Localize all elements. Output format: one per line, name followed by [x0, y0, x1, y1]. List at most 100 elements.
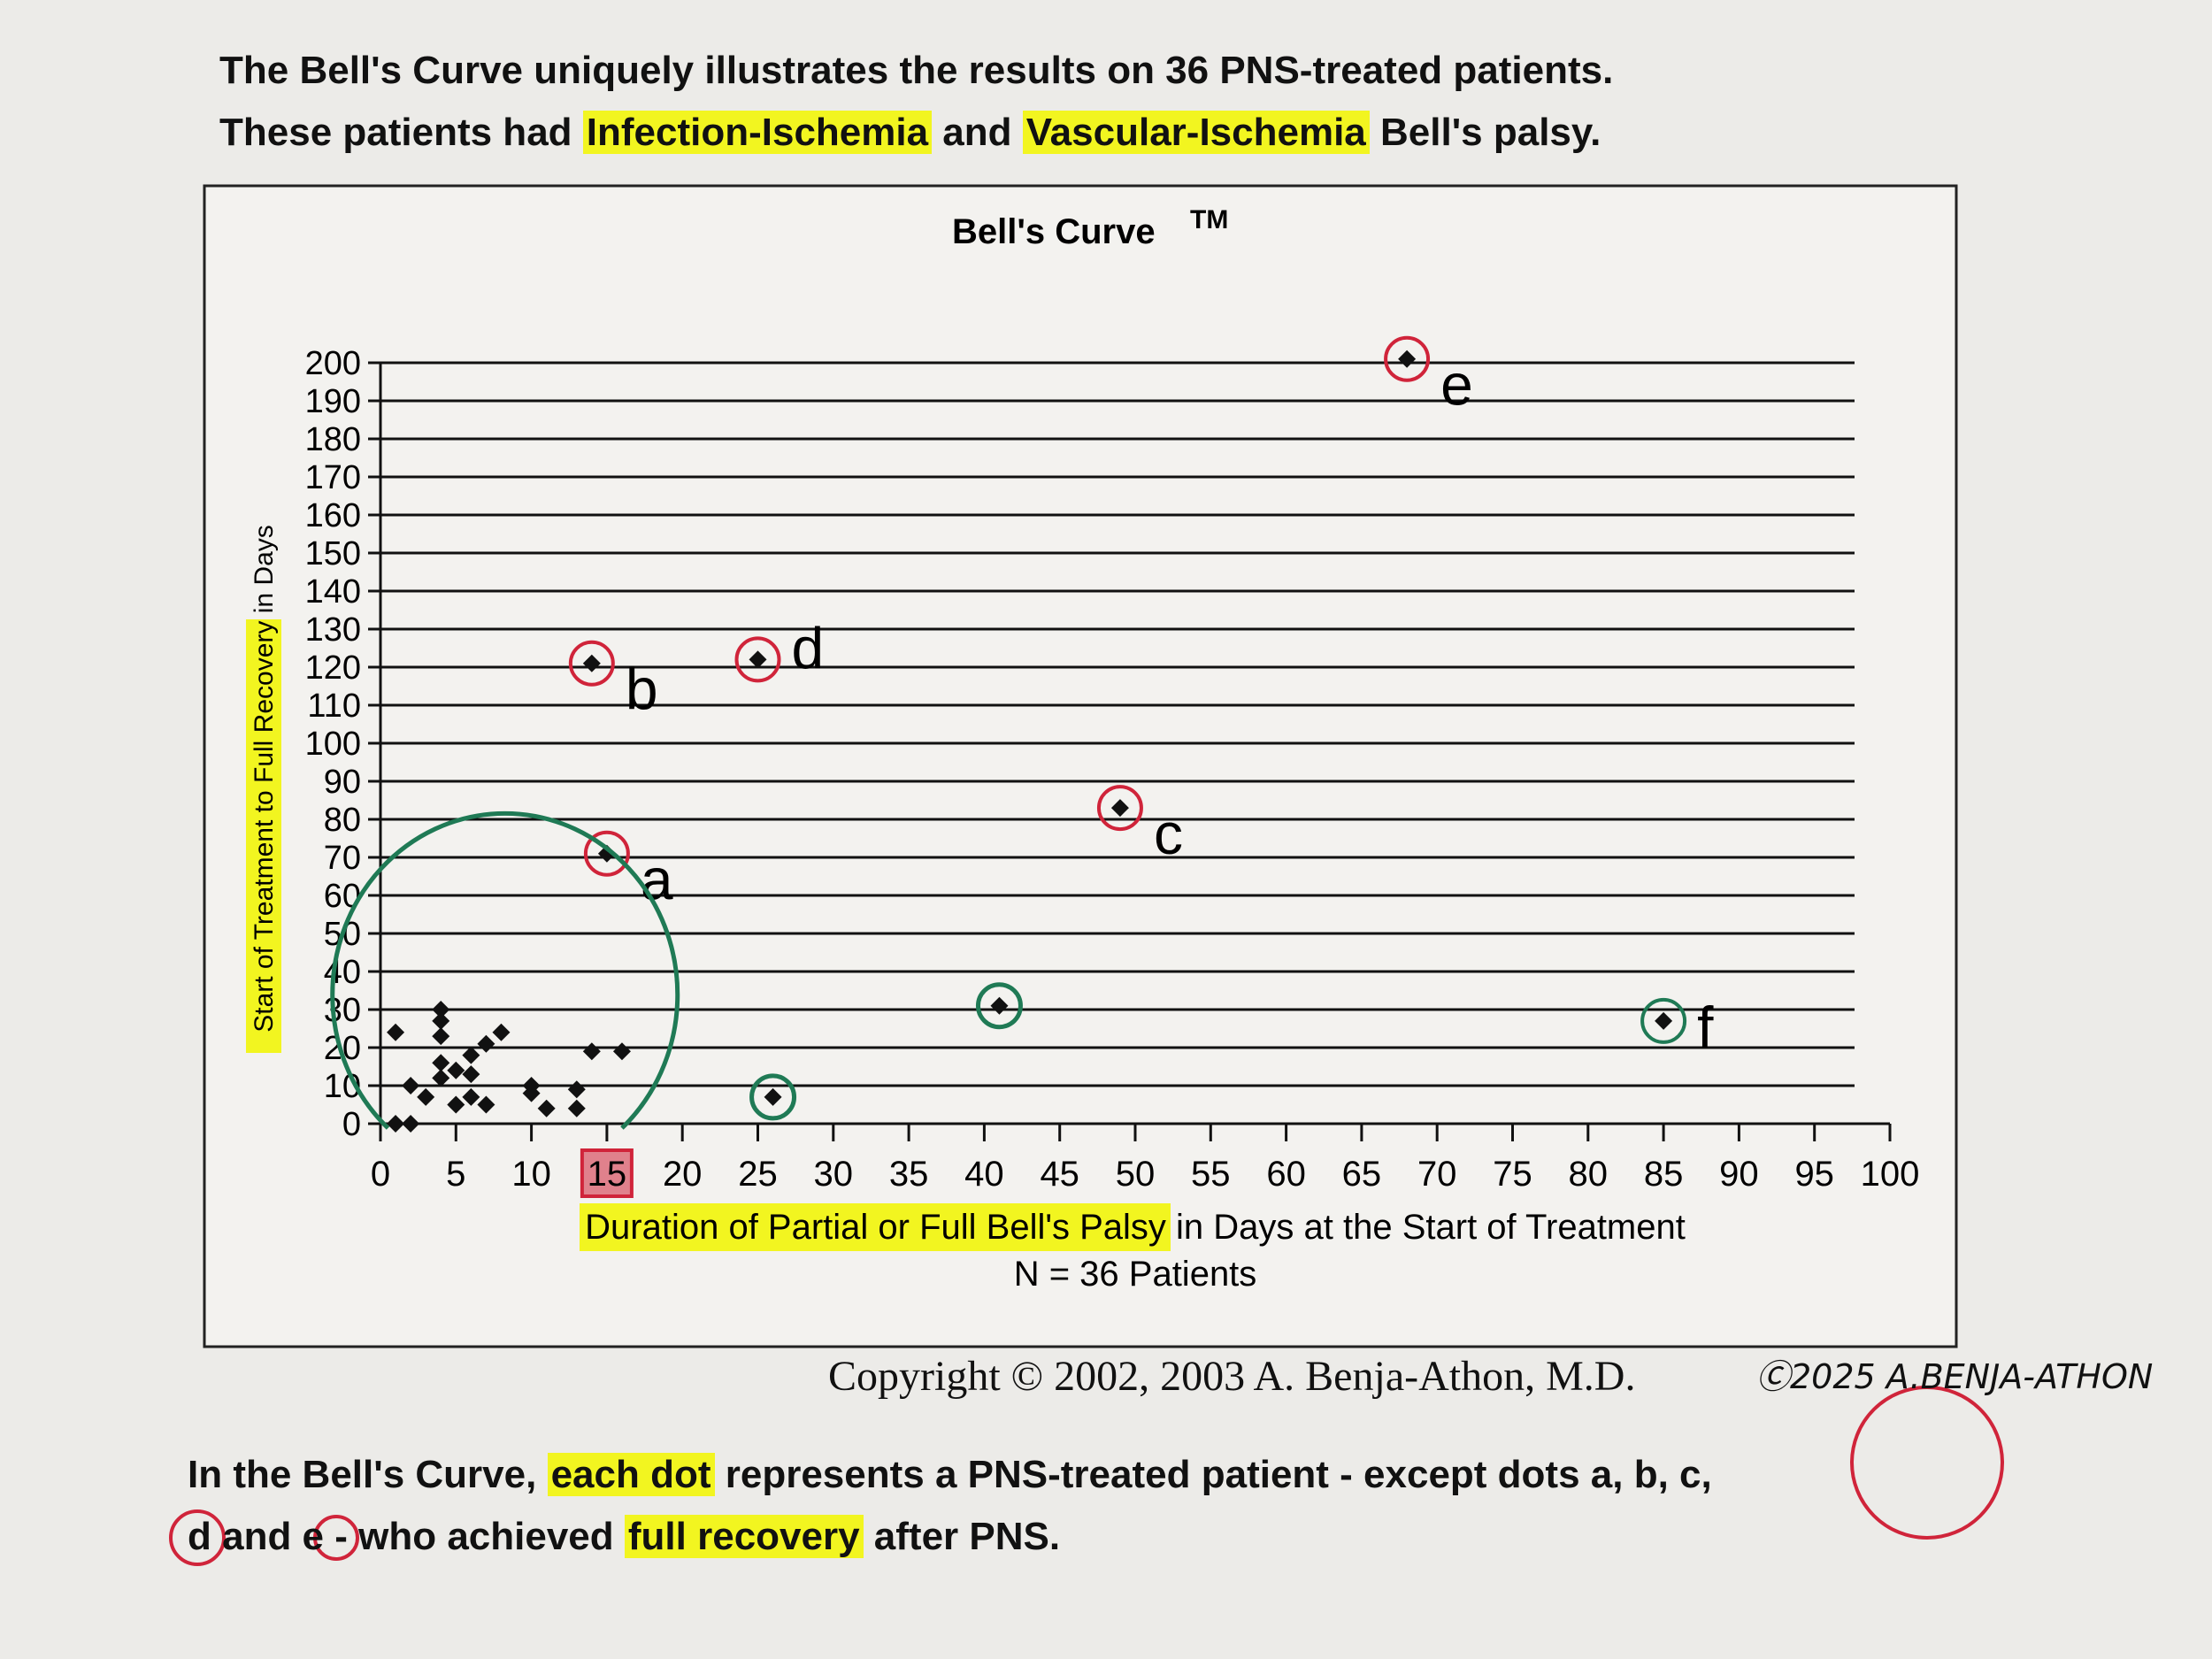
green-annotation-circle — [975, 982, 1023, 1030]
cluster-annotation-arc — [330, 810, 680, 1130]
handwritten-copyright: Ⓒ2025 A.BENJA-ATHON — [1756, 1357, 2154, 1396]
highlighted-tick-box — [580, 1148, 634, 1198]
y-tick-label: 0 — [342, 1106, 361, 1143]
x-tick-label: 75 — [1493, 1155, 1532, 1194]
footer-line-1: In the Bell's Curve, each dot represents… — [188, 1444, 1712, 1506]
x-tick-label: 45 — [1040, 1155, 1079, 1194]
green-annotation-circle — [1640, 997, 1687, 1044]
y-axis-label: Start of Treatment to Full Recovery in D… — [250, 525, 279, 1033]
data-point — [612, 1042, 631, 1061]
red-annotation-circle — [568, 640, 615, 687]
text-segment: The Bell's Curve uniquely illustrates th… — [219, 49, 1614, 92]
data-point — [462, 1065, 480, 1084]
x-label-highlight — [580, 1203, 1171, 1251]
y-tick-label: 60 — [324, 878, 361, 915]
labeled-data-point — [582, 654, 601, 672]
red-annotation-circle-abc — [1850, 1386, 2004, 1540]
y-tick-label: 110 — [307, 687, 361, 725]
y-tick-label: 100 — [305, 726, 361, 763]
x-tick-label: 85 — [1644, 1155, 1684, 1194]
labeled-data-point — [749, 650, 767, 669]
x-tick-label: 15 — [588, 1155, 627, 1194]
y-tick-label: 30 — [324, 992, 361, 1029]
data-point — [417, 1087, 435, 1106]
x-tick-label: 20 — [663, 1155, 703, 1194]
text-segment: These patients had — [219, 111, 583, 154]
y-tick-label: 90 — [324, 764, 361, 801]
labeled-data-point — [1110, 799, 1129, 818]
data-point — [447, 1095, 465, 1114]
data-point — [537, 1099, 556, 1118]
y-tick-label: 170 — [305, 459, 361, 496]
trademark-mark: TM — [1190, 205, 1228, 234]
copyright-text: Copyright © 2002, 2003 A. Benja-Athon, M… — [828, 1353, 1636, 1400]
point-label-c: c — [1154, 801, 1183, 866]
point-label-d: d — [792, 615, 825, 680]
x-tick-label: 40 — [964, 1155, 1004, 1194]
red-annotation-circle — [1384, 335, 1431, 382]
y-tick-label: 160 — [305, 497, 361, 534]
x-tick-label: 55 — [1191, 1155, 1231, 1194]
highlighted-phrase: Infection-Ischemia — [582, 111, 933, 154]
red-annotation-circle-e — [313, 1515, 359, 1561]
point-label-e: e — [1440, 352, 1473, 418]
red-annotation-circle — [734, 636, 781, 683]
highlighted-phrase: each dot — [547, 1453, 715, 1496]
data-point — [432, 1001, 450, 1018]
data-point — [990, 996, 1009, 1015]
data-point — [462, 1046, 480, 1064]
x-tick-label: 70 — [1417, 1155, 1457, 1194]
data-point — [402, 1115, 420, 1133]
green-annotation-circle — [749, 1073, 797, 1121]
x-tick-label: 60 — [1266, 1155, 1306, 1194]
y-tick-label: 150 — [305, 535, 361, 572]
highlighted-phrase: full recovery — [624, 1515, 864, 1558]
x-axis-label-highlighted: Duration of Partial or Full Bell's Palsy — [585, 1208, 1166, 1247]
header-text: The Bell's Curve uniquely illustrates th… — [219, 40, 1613, 164]
y-axis-label-highlighted: Start of Treatment to Full Recovery — [250, 621, 279, 1033]
footer-line-2: d and e - who achieved full recovery aft… — [188, 1506, 1712, 1568]
y-tick-label: 120 — [305, 649, 361, 687]
y-tick-label: 70 — [324, 840, 361, 877]
red-annotation-circle — [1096, 785, 1143, 832]
data-point — [432, 1011, 450, 1030]
data-point — [492, 1023, 511, 1041]
y-tick-label: 140 — [305, 573, 361, 611]
data-point — [387, 1023, 405, 1041]
data-point — [402, 1077, 420, 1094]
text-segment: after PNS. — [863, 1515, 1061, 1558]
data-point — [567, 1099, 586, 1118]
data-point — [432, 1069, 450, 1087]
text-segment: Bell's palsy. — [1369, 111, 1601, 154]
data-point — [477, 1095, 495, 1114]
data-point — [567, 1080, 586, 1099]
highlighted-phrase: Vascular-Ischemia — [1022, 111, 1370, 154]
chart-frame — [203, 184, 1958, 1348]
x-tick-label: 100 — [1861, 1155, 1920, 1194]
x-tick-label: 35 — [889, 1155, 929, 1194]
text-segment: In the Bell's Curve, — [188, 1453, 548, 1496]
point-label-b: b — [626, 657, 658, 722]
x-tick-label: 10 — [511, 1155, 551, 1194]
data-point — [522, 1084, 541, 1102]
header-line-2: These patients had Infection-Ischemia an… — [219, 102, 1613, 164]
text-segment: represents a PNS-treated patient - excep… — [714, 1453, 1712, 1496]
x-tick-label: 25 — [738, 1155, 778, 1194]
y-label-highlight — [246, 619, 281, 1053]
y-tick-label: 80 — [324, 802, 361, 839]
y-tick-label: 180 — [305, 421, 361, 458]
x-tick-label: 90 — [1719, 1155, 1759, 1194]
y-tick-label: 130 — [305, 611, 361, 649]
y-tick-label: 190 — [305, 383, 361, 420]
data-point — [764, 1087, 782, 1106]
x-tick-label: 80 — [1569, 1155, 1609, 1194]
red-annotation-circle-d — [169, 1509, 226, 1566]
footer-text: In the Bell's Curve, each dot represents… — [188, 1444, 1712, 1568]
point-label-f: f — [1697, 995, 1714, 1060]
chart-subtitle: N = 36 Patients — [1014, 1255, 1257, 1294]
x-tick-label: 0 — [371, 1155, 390, 1194]
data-point — [447, 1061, 465, 1079]
header-line-1: The Bell's Curve uniquely illustrates th… — [219, 40, 1613, 102]
y-tick-label: 40 — [324, 954, 361, 991]
x-axis-label: Duration of Partial or Full Bell's Palsy… — [585, 1208, 1686, 1247]
